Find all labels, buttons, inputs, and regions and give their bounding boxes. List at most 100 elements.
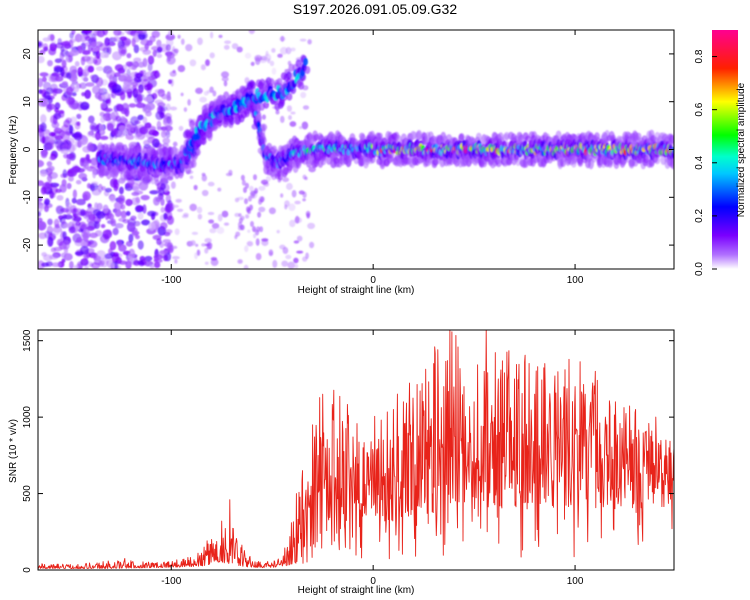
spectrogram-cell	[103, 107, 113, 112]
spectrogram-cell	[124, 30, 132, 34]
spectrogram-cell	[130, 30, 136, 37]
spectrogram-cell	[105, 229, 112, 236]
spectrogram-cell	[298, 81, 305, 90]
snr-x-tick-label: 0	[370, 576, 376, 587]
spectrogram-cell	[172, 69, 176, 74]
spectrogram-cell	[244, 198, 248, 205]
spectrogram-cell	[92, 168, 97, 179]
spectrogram-cell	[142, 204, 147, 214]
spectrogram-cell	[55, 188, 62, 193]
spectrogram-cell	[55, 75, 64, 82]
spectrogram-cell	[265, 175, 271, 182]
spectrogram-cell	[89, 232, 98, 239]
spectrogram-cell	[38, 180, 44, 187]
spectrogram-cell	[143, 96, 153, 102]
spectrogram-cell	[180, 92, 184, 97]
spectrogram-cell	[100, 102, 107, 109]
spectrogram-cell	[56, 238, 64, 247]
spectrogram-cell	[294, 263, 299, 269]
spectrogram-cell	[50, 192, 56, 199]
snr-x-axis: -100 0 100	[161, 330, 584, 587]
spectrogram-cell	[287, 261, 296, 269]
spectrogram-y-axis: -20 -10 0 10 20	[22, 48, 674, 252]
spectrogram-cell	[62, 240, 70, 250]
spectrogram-cell	[197, 213, 203, 220]
spectrogram-cell	[112, 252, 120, 258]
spectrogram-cell	[244, 245, 249, 253]
spectrogram-cell	[87, 240, 98, 248]
spectrogram-cell	[159, 250, 169, 255]
spectrogram-cell	[137, 212, 144, 220]
spectrogram-cell	[47, 218, 53, 226]
spectrogram-cell	[128, 221, 135, 232]
spectrogram-cell	[268, 78, 275, 87]
spectrogram-cell	[71, 144, 77, 151]
spectrogram-cell	[234, 197, 240, 203]
spectrogram-cell	[167, 51, 172, 62]
spectrogram-cell	[271, 67, 277, 75]
spectrogram-cell	[102, 30, 108, 36]
spectrogram-cell	[221, 76, 229, 82]
spectrogram-cell	[137, 61, 145, 68]
spectrogram-x-tick-label: -100	[161, 275, 181, 286]
spectrogram-cell	[118, 260, 128, 265]
spectrogram-cell	[47, 59, 53, 67]
spectrogram-cell	[41, 252, 47, 257]
spectrogram-cell	[212, 90, 217, 97]
spectrogram-cell	[253, 174, 257, 181]
spectrogram-cell	[104, 253, 113, 260]
spectrogram-cell	[91, 41, 97, 48]
spectrogram-cell	[112, 36, 121, 43]
spectrogram-cell	[245, 182, 249, 189]
spectrogram-cell	[189, 120, 195, 128]
spectrogram-cell	[50, 34, 55, 42]
spectrogram-cell	[165, 130, 171, 139]
spectrogram-cell	[47, 236, 54, 247]
spectrogram-cell	[268, 207, 276, 215]
spectrogram-cell	[133, 57, 142, 63]
spectrogram-cell	[141, 78, 150, 88]
spectrogram-cell	[58, 215, 64, 220]
spectrogram-cell	[236, 46, 243, 53]
spectrogram-cell	[72, 213, 79, 219]
spectrogram-cell	[305, 252, 309, 260]
spectrogram-cell	[46, 174, 53, 183]
spectrogram-cell	[113, 179, 120, 189]
spectrogram-cell	[137, 260, 144, 265]
spectrogram-cell	[200, 64, 206, 71]
spectrogram-cell	[302, 105, 310, 110]
spectrogram-cell	[234, 212, 240, 217]
spectrogram-cell	[125, 240, 133, 247]
spectrogram-cell	[42, 81, 52, 90]
snr-x-tick-label: -100	[161, 576, 181, 587]
spectrogram-cell	[301, 121, 309, 130]
spectrogram-cell	[157, 88, 165, 97]
spectrogram-cell	[88, 115, 95, 124]
spectrogram-cell	[56, 194, 64, 201]
spectrogram-cell	[285, 182, 293, 191]
spectrogram-cell	[63, 40, 71, 49]
spectrogram-cell	[92, 51, 98, 57]
spectrogram-cell	[290, 111, 296, 115]
spectrogram-cell	[92, 209, 102, 217]
spectrogram-cell	[95, 41, 104, 48]
spectrogram-cell	[177, 64, 186, 73]
spectrogram-cell	[293, 240, 300, 244]
spectrogram-cell	[237, 259, 243, 264]
spectrogram-cell	[147, 62, 153, 72]
spectrogram-cell	[106, 46, 112, 55]
spectrogram-x-tick-label: 0	[370, 275, 376, 286]
spectrogram-cell	[160, 130, 167, 139]
snr-y-tick-label: 0	[22, 567, 33, 573]
spectrogram-cell	[84, 89, 92, 100]
spectrogram-cell	[165, 194, 172, 204]
spectrogram-cell	[86, 217, 95, 224]
spectrogram-cell	[204, 261, 209, 265]
spectrogram-cell	[124, 84, 133, 92]
spectrogram-cell	[69, 32, 74, 39]
spectrogram-cell	[131, 197, 141, 206]
spectrogram-cell	[135, 234, 140, 240]
spectrogram-cell	[183, 154, 190, 163]
spectrogram-cell	[255, 113, 262, 122]
